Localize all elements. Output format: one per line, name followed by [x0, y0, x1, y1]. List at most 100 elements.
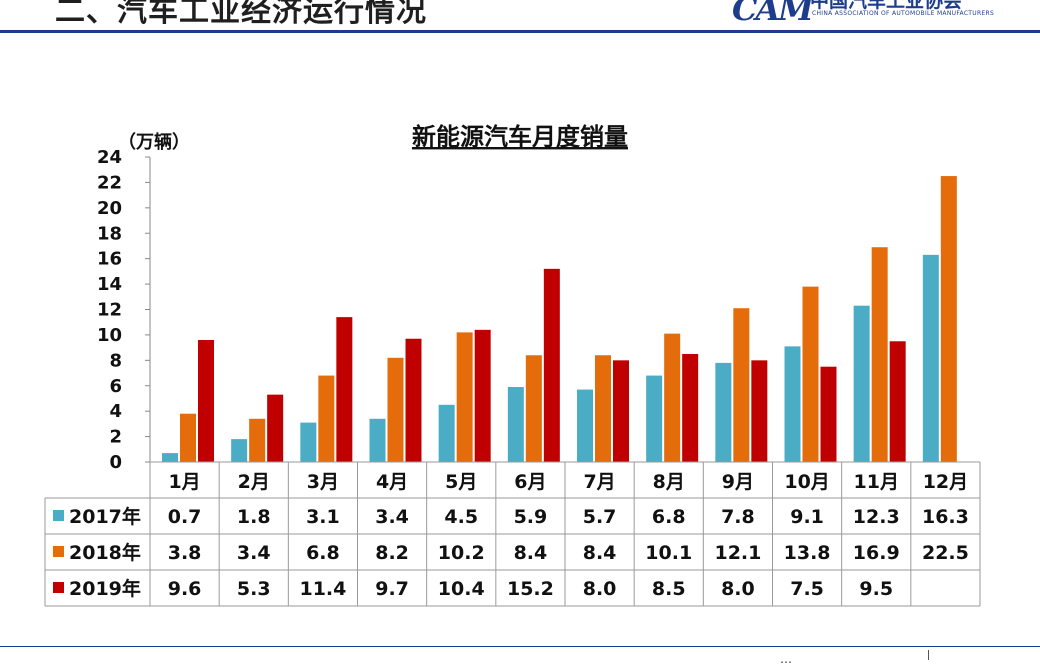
footer-text: … [780, 652, 792, 666]
bar-2018年-4月 [387, 357, 404, 462]
y-tick-label: 2 [109, 427, 122, 448]
data-label: 10.2 [438, 542, 485, 564]
data-label: 7.5 [790, 578, 824, 600]
logo-name-cn: 中国汽车工业协会 [810, 0, 963, 12]
logo-name-en: CHINA ASSOCIATION OF AUTOMOBILE MANUFACT… [812, 10, 995, 17]
y-tick-label: 22 [97, 172, 122, 193]
bar-2019年-1月 [198, 340, 214, 462]
data-label: 3.8 [168, 542, 202, 564]
data-label: 9.1 [790, 506, 824, 528]
x-tick-label: 11月 [854, 471, 899, 493]
bar-2018年-2月 [249, 418, 266, 462]
bar-2018年-1月 [180, 413, 196, 462]
data-label: 8.0 [721, 578, 755, 600]
data-label: 3.1 [306, 506, 340, 528]
data-label: 15.2 [507, 578, 554, 600]
x-tick-label: 8月 [653, 471, 685, 493]
data-label: 16.9 [853, 542, 900, 564]
data-label: 8.5 [652, 578, 686, 600]
footer-separator [928, 650, 929, 660]
bar-2019年-11月 [889, 341, 906, 462]
page-title: 二、汽车工业经济运行情况 [55, 0, 427, 29]
bar-2017年-5月 [438, 404, 455, 462]
y-tick-label: 24 [97, 147, 122, 168]
bar-2017年-6月 [507, 387, 524, 462]
legend-label: 2017年 [69, 505, 141, 528]
bar-2018年-6月 [525, 355, 542, 462]
legend-swatch-2019年 [53, 582, 64, 593]
bar-2018年-11月 [871, 247, 888, 462]
y-tick-label: 18 [97, 223, 122, 244]
bar-2019年-10月 [820, 366, 837, 462]
bar-2018年-7月 [595, 355, 611, 462]
data-label: 9.7 [375, 578, 409, 600]
data-label: 8.4 [583, 542, 617, 564]
x-tick-label: 9月 [722, 471, 754, 493]
data-label: 10.4 [438, 578, 485, 600]
legend-swatch-2017年 [53, 510, 64, 521]
data-label: 8.2 [375, 542, 409, 564]
data-label: 5.3 [237, 578, 271, 600]
bar-2017年-1月 [162, 453, 178, 462]
bar-2018年-10月 [802, 286, 819, 462]
y-axis-unit-label: （万辆） [118, 131, 190, 153]
footer-divider [0, 646, 1040, 647]
x-tick-label: 5月 [445, 471, 477, 493]
bar-2019年-6月 [543, 268, 560, 462]
data-label: 1.8 [237, 506, 271, 528]
bar-2017年-7月 [577, 389, 593, 462]
x-tick-label: 1月 [168, 471, 200, 493]
data-label: 5.7 [583, 506, 617, 528]
bar-2019年-8月 [682, 353, 699, 462]
data-label: 8.0 [583, 578, 617, 600]
x-tick-label: 2月 [238, 471, 270, 493]
data-label: 6.8 [652, 506, 686, 528]
chart-title: 新能源汽车月度销量 [412, 123, 628, 151]
x-tick-label: 4月 [376, 471, 408, 493]
bar-2019年-3月 [336, 317, 353, 462]
data-label: 22.5 [922, 542, 969, 564]
data-label: 12.3 [853, 506, 900, 528]
legend-swatch-2018年 [53, 546, 64, 557]
data-label: 8.4 [514, 542, 548, 564]
x-tick-label: 6月 [514, 471, 546, 493]
y-tick-label: 0 [109, 452, 122, 473]
bar-2017年-12月 [922, 254, 939, 462]
bar-2017年-11月 [853, 305, 870, 462]
logo-mark: CAM [732, 0, 814, 28]
y-tick-label: 10 [97, 325, 122, 346]
bar-2019年-7月 [613, 360, 629, 462]
data-label: 4.5 [444, 506, 478, 528]
data-label: 6.8 [306, 542, 340, 564]
y-tick-label: 4 [109, 401, 122, 422]
data-label: 3.4 [237, 542, 271, 564]
data-label: 7.8 [721, 506, 755, 528]
data-label: 16.3 [922, 506, 969, 528]
y-tick-label: 14 [97, 274, 122, 295]
x-tick-label: 7月 [583, 471, 615, 493]
x-tick-label: 3月 [307, 471, 339, 493]
bar-2017年-10月 [784, 346, 801, 462]
y-tick-label: 20 [97, 198, 122, 219]
data-label: 13.8 [784, 542, 831, 564]
y-tick-label: 6 [109, 376, 122, 397]
bar-2017年-8月 [646, 375, 663, 462]
bar-2018年-9月 [733, 308, 750, 462]
bar-2017年-9月 [715, 362, 732, 462]
x-tick-label: 10月 [784, 471, 829, 493]
data-label: 10.1 [645, 542, 692, 564]
data-label: 3.4 [375, 506, 409, 528]
data-label: 9.6 [168, 578, 202, 600]
bar-2018年-8月 [664, 333, 681, 462]
y-tick-label: 12 [97, 300, 122, 321]
y-tick-label: 16 [97, 249, 122, 270]
header-divider [0, 30, 1040, 33]
bar-2018年-3月 [318, 375, 335, 462]
legend-label: 2018年 [69, 541, 141, 564]
y-tick-label: 8 [109, 350, 122, 371]
data-label: 11.4 [299, 578, 346, 600]
bar-2017年-4月 [369, 418, 386, 462]
data-label: 9.5 [859, 578, 893, 600]
legend-label: 2019年 [69, 577, 141, 600]
